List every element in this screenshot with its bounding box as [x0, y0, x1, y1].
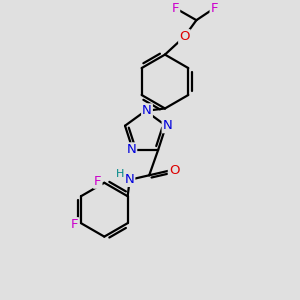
Text: F: F — [94, 175, 101, 188]
Text: H: H — [116, 169, 124, 179]
Text: N: N — [163, 119, 172, 132]
Text: N: N — [142, 104, 152, 117]
Text: F: F — [211, 2, 218, 15]
Text: N: N — [124, 173, 134, 186]
Text: O: O — [179, 30, 190, 43]
Text: F: F — [172, 2, 179, 15]
Text: F: F — [70, 218, 78, 231]
Text: N: N — [127, 143, 136, 156]
Text: O: O — [169, 164, 179, 177]
